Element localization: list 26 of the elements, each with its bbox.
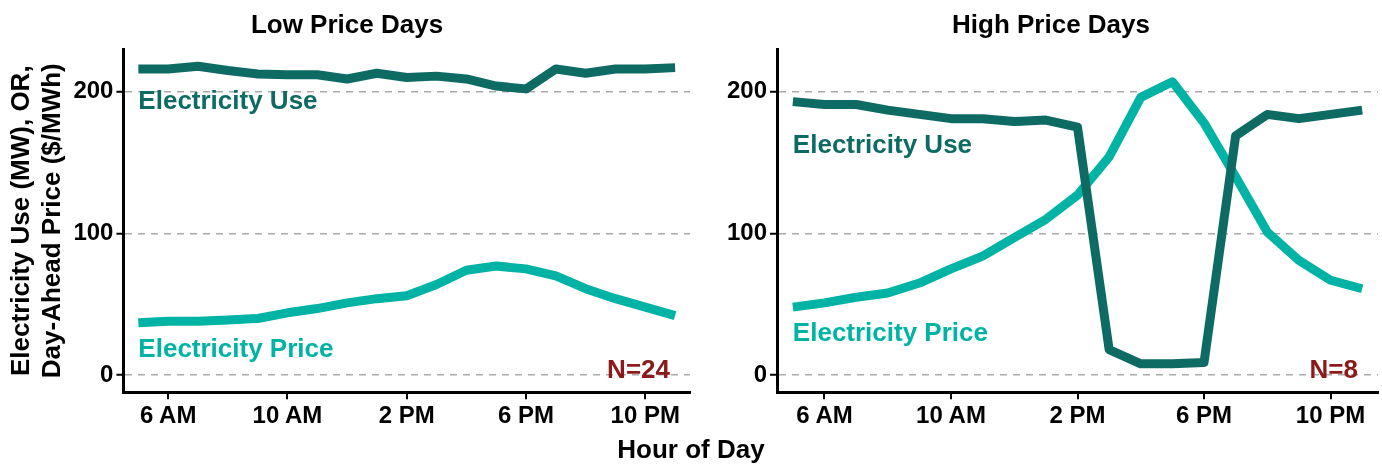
y-axis-title: Electricity Use (MW), OR, Day-Ahead Price ($/MWh) <box>4 63 66 379</box>
y-tick-label: 0 <box>753 359 768 387</box>
chart-title: High Price Days <box>952 8 1150 39</box>
series-label: Electricity Price <box>792 317 988 348</box>
y-tick-label: 200 <box>727 76 768 104</box>
series-label: Electricity Use <box>792 128 973 159</box>
x-tick-label: 2 PM <box>378 401 435 429</box>
x-tick-label: 10 AM <box>252 401 323 429</box>
series-label: Electricity Use <box>138 84 318 115</box>
x-axis-title: Hour of Day <box>616 434 766 465</box>
y-tick-label: 100 <box>73 218 114 246</box>
y-tick-label: 0 <box>100 359 114 387</box>
annotation: N=8 <box>1309 354 1358 385</box>
x-tick-label: 6 AM <box>139 401 197 429</box>
x-tick-label: 10 AM <box>916 401 986 429</box>
x-tick-label: 10 PM <box>1295 401 1366 429</box>
x-tick-label: 10 PM <box>610 401 680 429</box>
chart-title: Low Price Days <box>250 8 444 39</box>
x-tick-label: 6 PM <box>1176 401 1233 429</box>
y-tick-label: 100 <box>727 218 768 246</box>
y-tick-label: 200 <box>73 76 114 104</box>
x-tick-label: 6 PM <box>497 401 554 429</box>
annotation: N=24 <box>607 354 671 385</box>
x-tick-label: 6 AM <box>796 401 853 429</box>
x-tick-label: 2 PM <box>1049 401 1106 429</box>
series-label: Electricity Price <box>138 332 334 363</box>
